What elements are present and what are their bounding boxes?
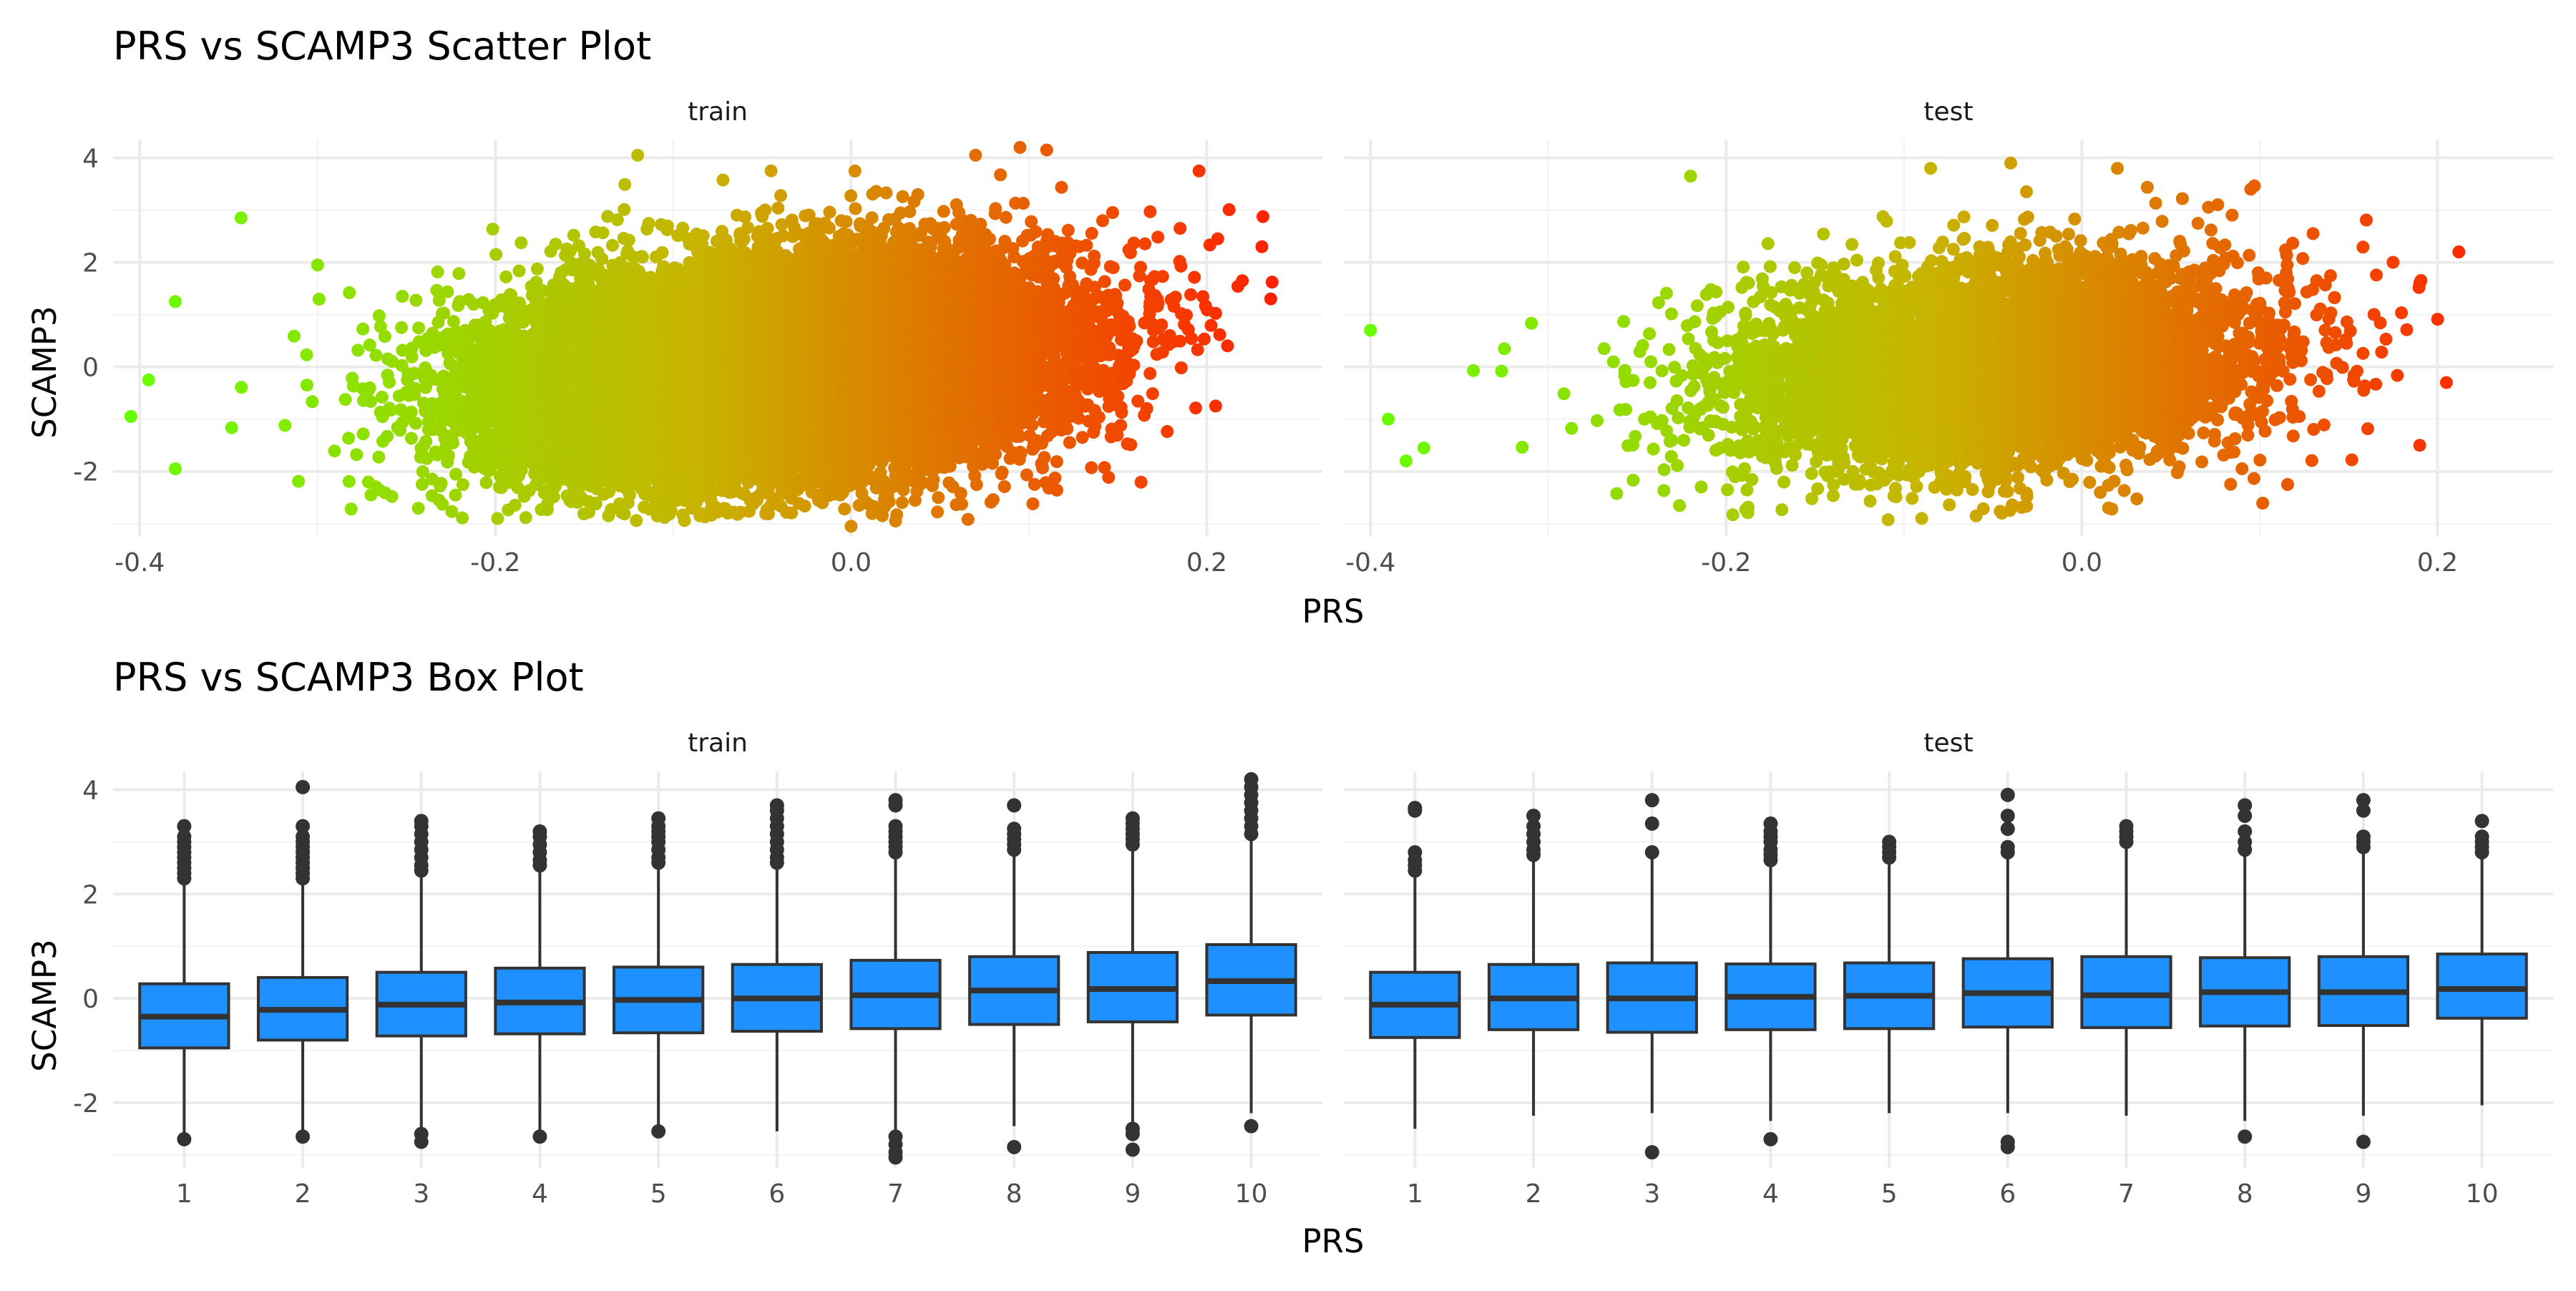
point [142,374,155,386]
point [301,349,313,361]
point [447,437,459,449]
point [381,430,394,443]
figure-background [0,0,2576,1288]
point [412,502,425,515]
point [409,294,422,307]
y-tick-label: 0 [82,354,99,383]
point [405,406,418,419]
point [513,265,526,278]
point [292,475,305,488]
point [235,212,248,225]
point [328,444,341,457]
point [278,419,291,432]
point [550,238,562,250]
point [441,286,454,298]
point [409,417,422,430]
point [491,512,504,525]
point [345,502,358,515]
point [386,490,399,503]
scatter-strip-test: test [1923,97,1973,127]
point [370,349,383,362]
point [169,295,182,308]
scatter-title: PRS vs SCAMP3 Scatter Plot [113,24,651,69]
x-tick-label: 0.2 [1186,548,1227,578]
point [499,271,512,283]
point [514,236,527,249]
point [225,422,238,434]
y-tick-label: 4 [82,145,99,174]
point [379,330,391,343]
point [480,476,493,489]
point [531,263,544,276]
point [376,391,389,404]
point [449,489,462,502]
point [301,379,313,391]
point [235,381,248,394]
point [339,393,352,406]
point [311,258,324,271]
point [412,321,425,334]
point [372,451,385,464]
point [456,512,469,525]
point [431,265,444,278]
point [357,427,370,440]
point [356,323,369,336]
chart-canvas: PRS vs SCAMP3 Scatter Plot train test -0… [0,0,2576,1288]
point [519,511,532,524]
x-tick-label: -0.2 [470,548,520,578]
point [364,395,377,408]
point [350,448,363,461]
point [383,376,396,389]
point [396,290,409,303]
scatter-strip-train: train [688,97,748,127]
x-tick-label: 0.0 [831,548,872,578]
y-tick-label: -2 [73,458,99,487]
point [351,344,364,356]
point [342,432,355,444]
point [405,432,418,445]
point [457,478,469,491]
point [288,330,301,343]
point [395,321,408,334]
point [437,307,450,320]
point [343,286,356,299]
point [125,410,137,423]
point [487,223,499,235]
point [442,449,455,462]
y-tick-label: 2 [82,249,99,278]
figure: PRS vs SCAMP3 Scatter Plot train test -0… [0,0,2576,1288]
point [452,267,465,280]
point [169,462,182,475]
point [313,293,326,306]
point [489,248,502,261]
point [343,475,356,488]
point [419,435,432,448]
x-tick-label: -0.4 [114,548,165,578]
point [406,351,419,364]
point [435,477,448,489]
point [364,381,376,394]
point [306,395,318,408]
